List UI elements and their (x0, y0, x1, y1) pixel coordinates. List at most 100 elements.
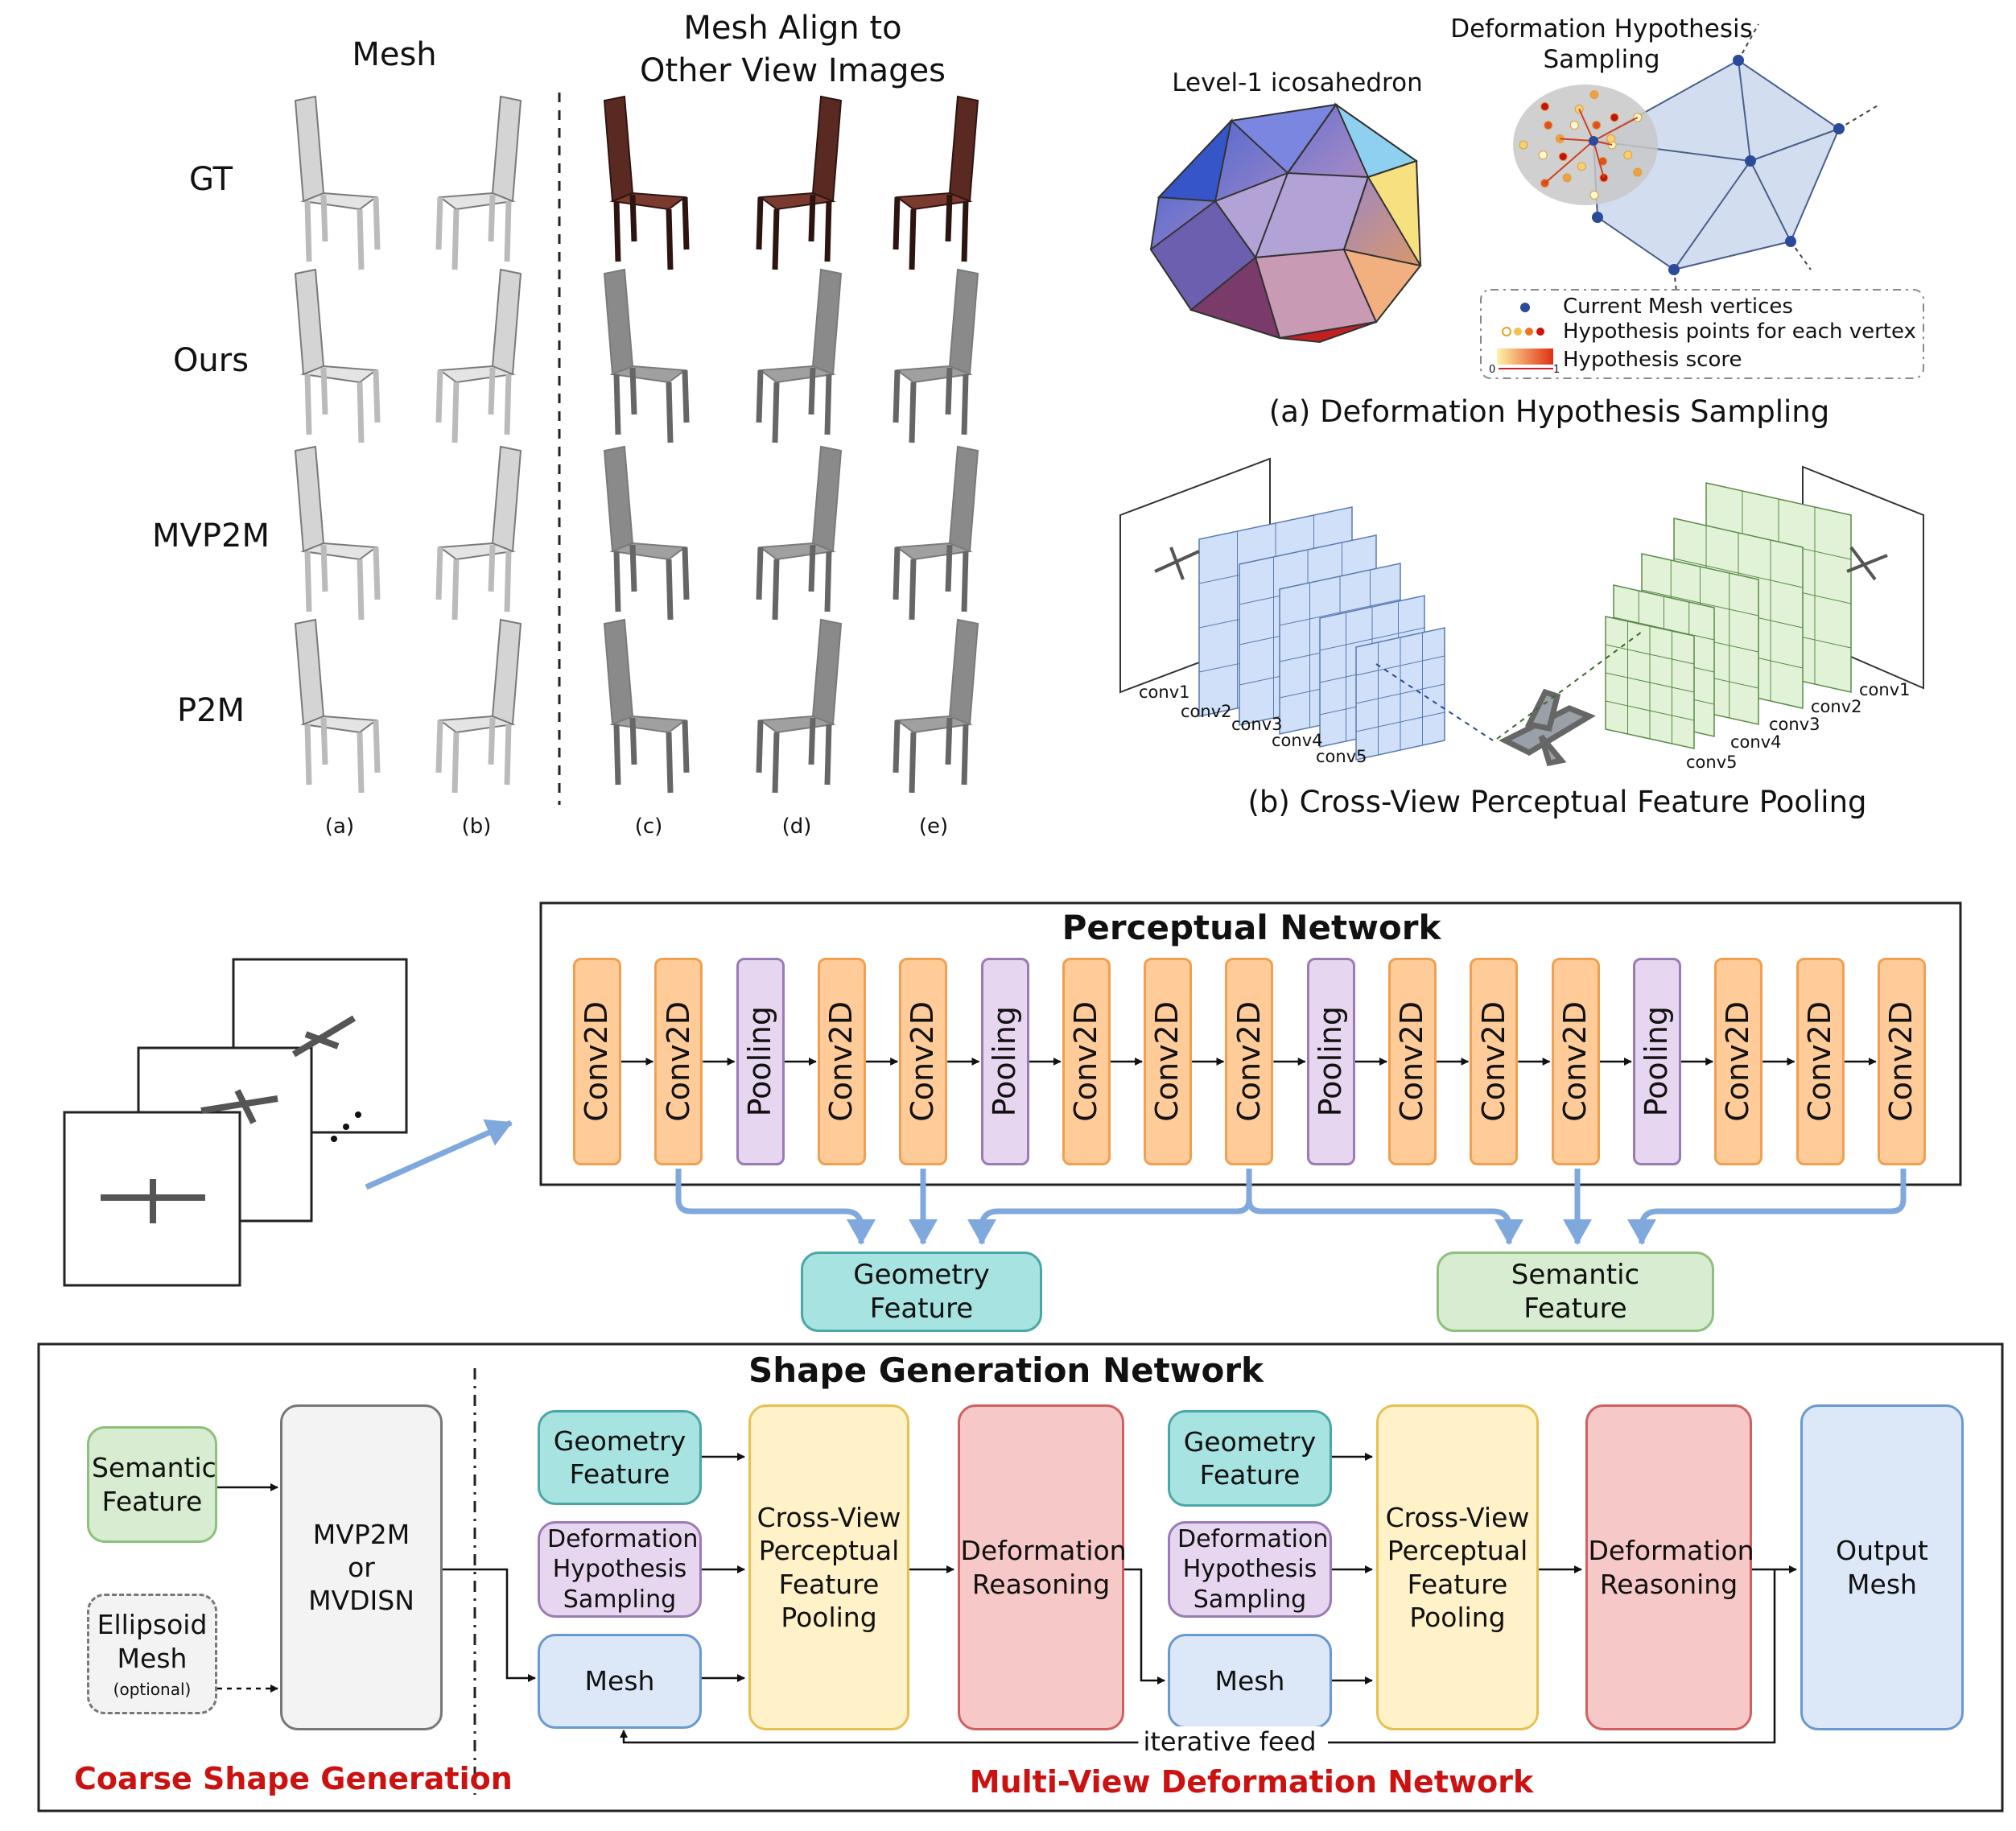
perceptual-layer-conv2d: Conv2D (1388, 958, 1437, 1165)
mesh-1-label: Mesh (584, 1665, 655, 1697)
column-title-mesh: Mesh (352, 36, 437, 73)
chair-render (435, 268, 522, 443)
right-conv5-label: conv5 (1686, 753, 1738, 772)
perceptual-layer-conv2d: Conv2D (1225, 958, 1274, 1165)
chair-render (893, 95, 979, 270)
caption-b: (b) Cross-View Perceptual Feature Poolin… (1247, 785, 1867, 819)
mesh-2-label: Mesh (1214, 1665, 1285, 1697)
right-conv4-label: conv4 (1730, 732, 1782, 752)
perceptual-layer-conv2d: Conv2D (1551, 958, 1600, 1165)
semantic-feature-label: Semantic Feature (1511, 1258, 1640, 1326)
perceptual-layer-pooling: Pooling (1632, 958, 1681, 1165)
perceptual-layer-label: Conv2D (1394, 1001, 1430, 1122)
dhs-title-line2: Sampling (1543, 45, 1660, 74)
chair-render (893, 445, 979, 621)
chair-render (756, 95, 843, 270)
hypothesis-point (1606, 134, 1616, 143)
perceptual-layer-label: Pooling (1639, 1006, 1675, 1117)
perceptual-layer-pooling: Pooling (980, 958, 1029, 1165)
hypothesis-point (1544, 121, 1553, 130)
deformation-reasoning-1: Deformation Reasoning (958, 1404, 1127, 1730)
hypothesis-point (1538, 151, 1548, 160)
perceptual-layer-label: Pooling (741, 1006, 777, 1117)
perceptual-layer-label: Conv2D (1475, 1001, 1511, 1122)
feature-arrows (675, 1169, 1907, 1245)
dhs-1-label: Deformation Hypothesis Sampling (547, 1524, 699, 1614)
cvpfp-2-label: Cross-View Perceptual Feature Pooling (1385, 1502, 1530, 1633)
legend-hypothesis-score: Hypothesis score (1563, 348, 1742, 372)
hypothesis-point (1540, 101, 1550, 111)
hypothesis-point (1589, 90, 1599, 100)
dhs-2: Deformation Hypothesis Sampling (1168, 1521, 1332, 1618)
shape-generation-network-box (37, 1342, 2004, 1812)
row-label-mvp2m: MVP2M (152, 518, 270, 555)
row-label-ours: Ours (172, 342, 249, 379)
perceptual-layer-label: Conv2D (1801, 1001, 1837, 1122)
perceptual-layer-label: Conv2D (1149, 1001, 1185, 1122)
sub-label-b: (b) (461, 814, 492, 839)
right-feature-map (1605, 616, 1695, 749)
chair-render (435, 445, 522, 621)
caption-a: (a) Deformation Hypothesis Sampling (1268, 394, 1830, 429)
left-feature-map (1355, 627, 1445, 761)
left-conv4-label: conv4 (1272, 731, 1323, 750)
left-conv2-label: conv2 (1181, 702, 1232, 721)
geometry-feature-2: Geometry Feature (1168, 1410, 1332, 1507)
chair-render (603, 268, 690, 443)
chair-render (435, 95, 522, 270)
chair-grid (294, 95, 979, 794)
dr-1-label: Deformation Reasoning (960, 1535, 1127, 1600)
hypothesis-point (1558, 152, 1568, 162)
shape-gen-arrows (217, 1453, 1797, 1744)
chair-render (756, 618, 843, 794)
column-title-align-line2: Other View Images (639, 52, 946, 89)
icosahedron-illustration (1149, 102, 1422, 344)
shape-generation-title: Shape Generation Network (748, 1351, 1264, 1390)
perceptual-layer-conv2d: Conv2D (1714, 958, 1763, 1165)
hypothesis-point (1569, 120, 1579, 130)
dhs-1: Deformation Hypothesis Sampling (538, 1521, 702, 1618)
perceptual-layer-label: Conv2D (1883, 1001, 1919, 1122)
perceptual-layer-label: Conv2D (579, 1001, 615, 1122)
cvpfp-2: Cross-View Perceptual Feature Pooling (1376, 1404, 1539, 1730)
perceptual-network-title: Perceptual Network (1062, 908, 1441, 947)
perceptual-layer-conv2d: Conv2D (1062, 958, 1111, 1165)
perceptual-layer-label: Pooling (986, 1006, 1022, 1117)
perceptual-layer-conv2d: Conv2D (817, 958, 866, 1165)
hypothesis-point (1623, 151, 1633, 160)
perceptual-layer-conv2d: Conv2D (1877, 958, 1926, 1165)
perceptual-layer-conv2d: Conv2D (1795, 958, 1845, 1165)
perceptual-layer-label: Conv2D (1720, 1001, 1756, 1122)
geometry-feature-2-label: Geometry Feature (1183, 1425, 1317, 1491)
cvpfp-1: Cross-View Perceptual Feature Pooling (748, 1404, 909, 1730)
ellipsoid-line1: Ellipsoid (97, 1609, 208, 1641)
chair-render (603, 445, 690, 621)
dhs-title-line1: Deformation Hypothesis (1450, 14, 1753, 43)
hypothesis-point (1589, 190, 1599, 200)
mesh-2: Mesh (1168, 1634, 1332, 1729)
hypothesis-point (1577, 162, 1586, 171)
chair-render (435, 618, 522, 794)
mvp2m-line2: or (348, 1551, 375, 1583)
chair-render (756, 445, 843, 621)
perceptual-layer-conv2d: Conv2D (1470, 958, 1519, 1165)
geometry-feature-1-label: Geometry Feature (553, 1425, 686, 1490)
right-conv1-label: conv1 (1859, 680, 1911, 699)
sub-label-e: (e) (918, 814, 949, 839)
perceptual-layer-label: Pooling (1312, 1006, 1348, 1117)
chair-render (603, 618, 690, 794)
geometry-feature-1: Geometry Feature (538, 1410, 702, 1505)
input-views (63, 958, 513, 1287)
mvp2m-line3: MVDISN (308, 1585, 414, 1617)
semantic-feature-input: Semantic Feature (87, 1426, 217, 1543)
geometry-feature-box: Geometry Feature (801, 1252, 1042, 1332)
mvp2m-line1: MVP2M (312, 1518, 410, 1550)
chair-render (893, 268, 979, 443)
row-label-gt: GT (188, 161, 233, 198)
left-conv1-label: conv1 (1139, 683, 1190, 702)
chair-render (294, 95, 381, 270)
hypothesis-point (1519, 140, 1528, 150)
semantic-feature-box: Semantic Feature (1437, 1252, 1714, 1332)
row-label-p2m: P2M (176, 692, 245, 729)
